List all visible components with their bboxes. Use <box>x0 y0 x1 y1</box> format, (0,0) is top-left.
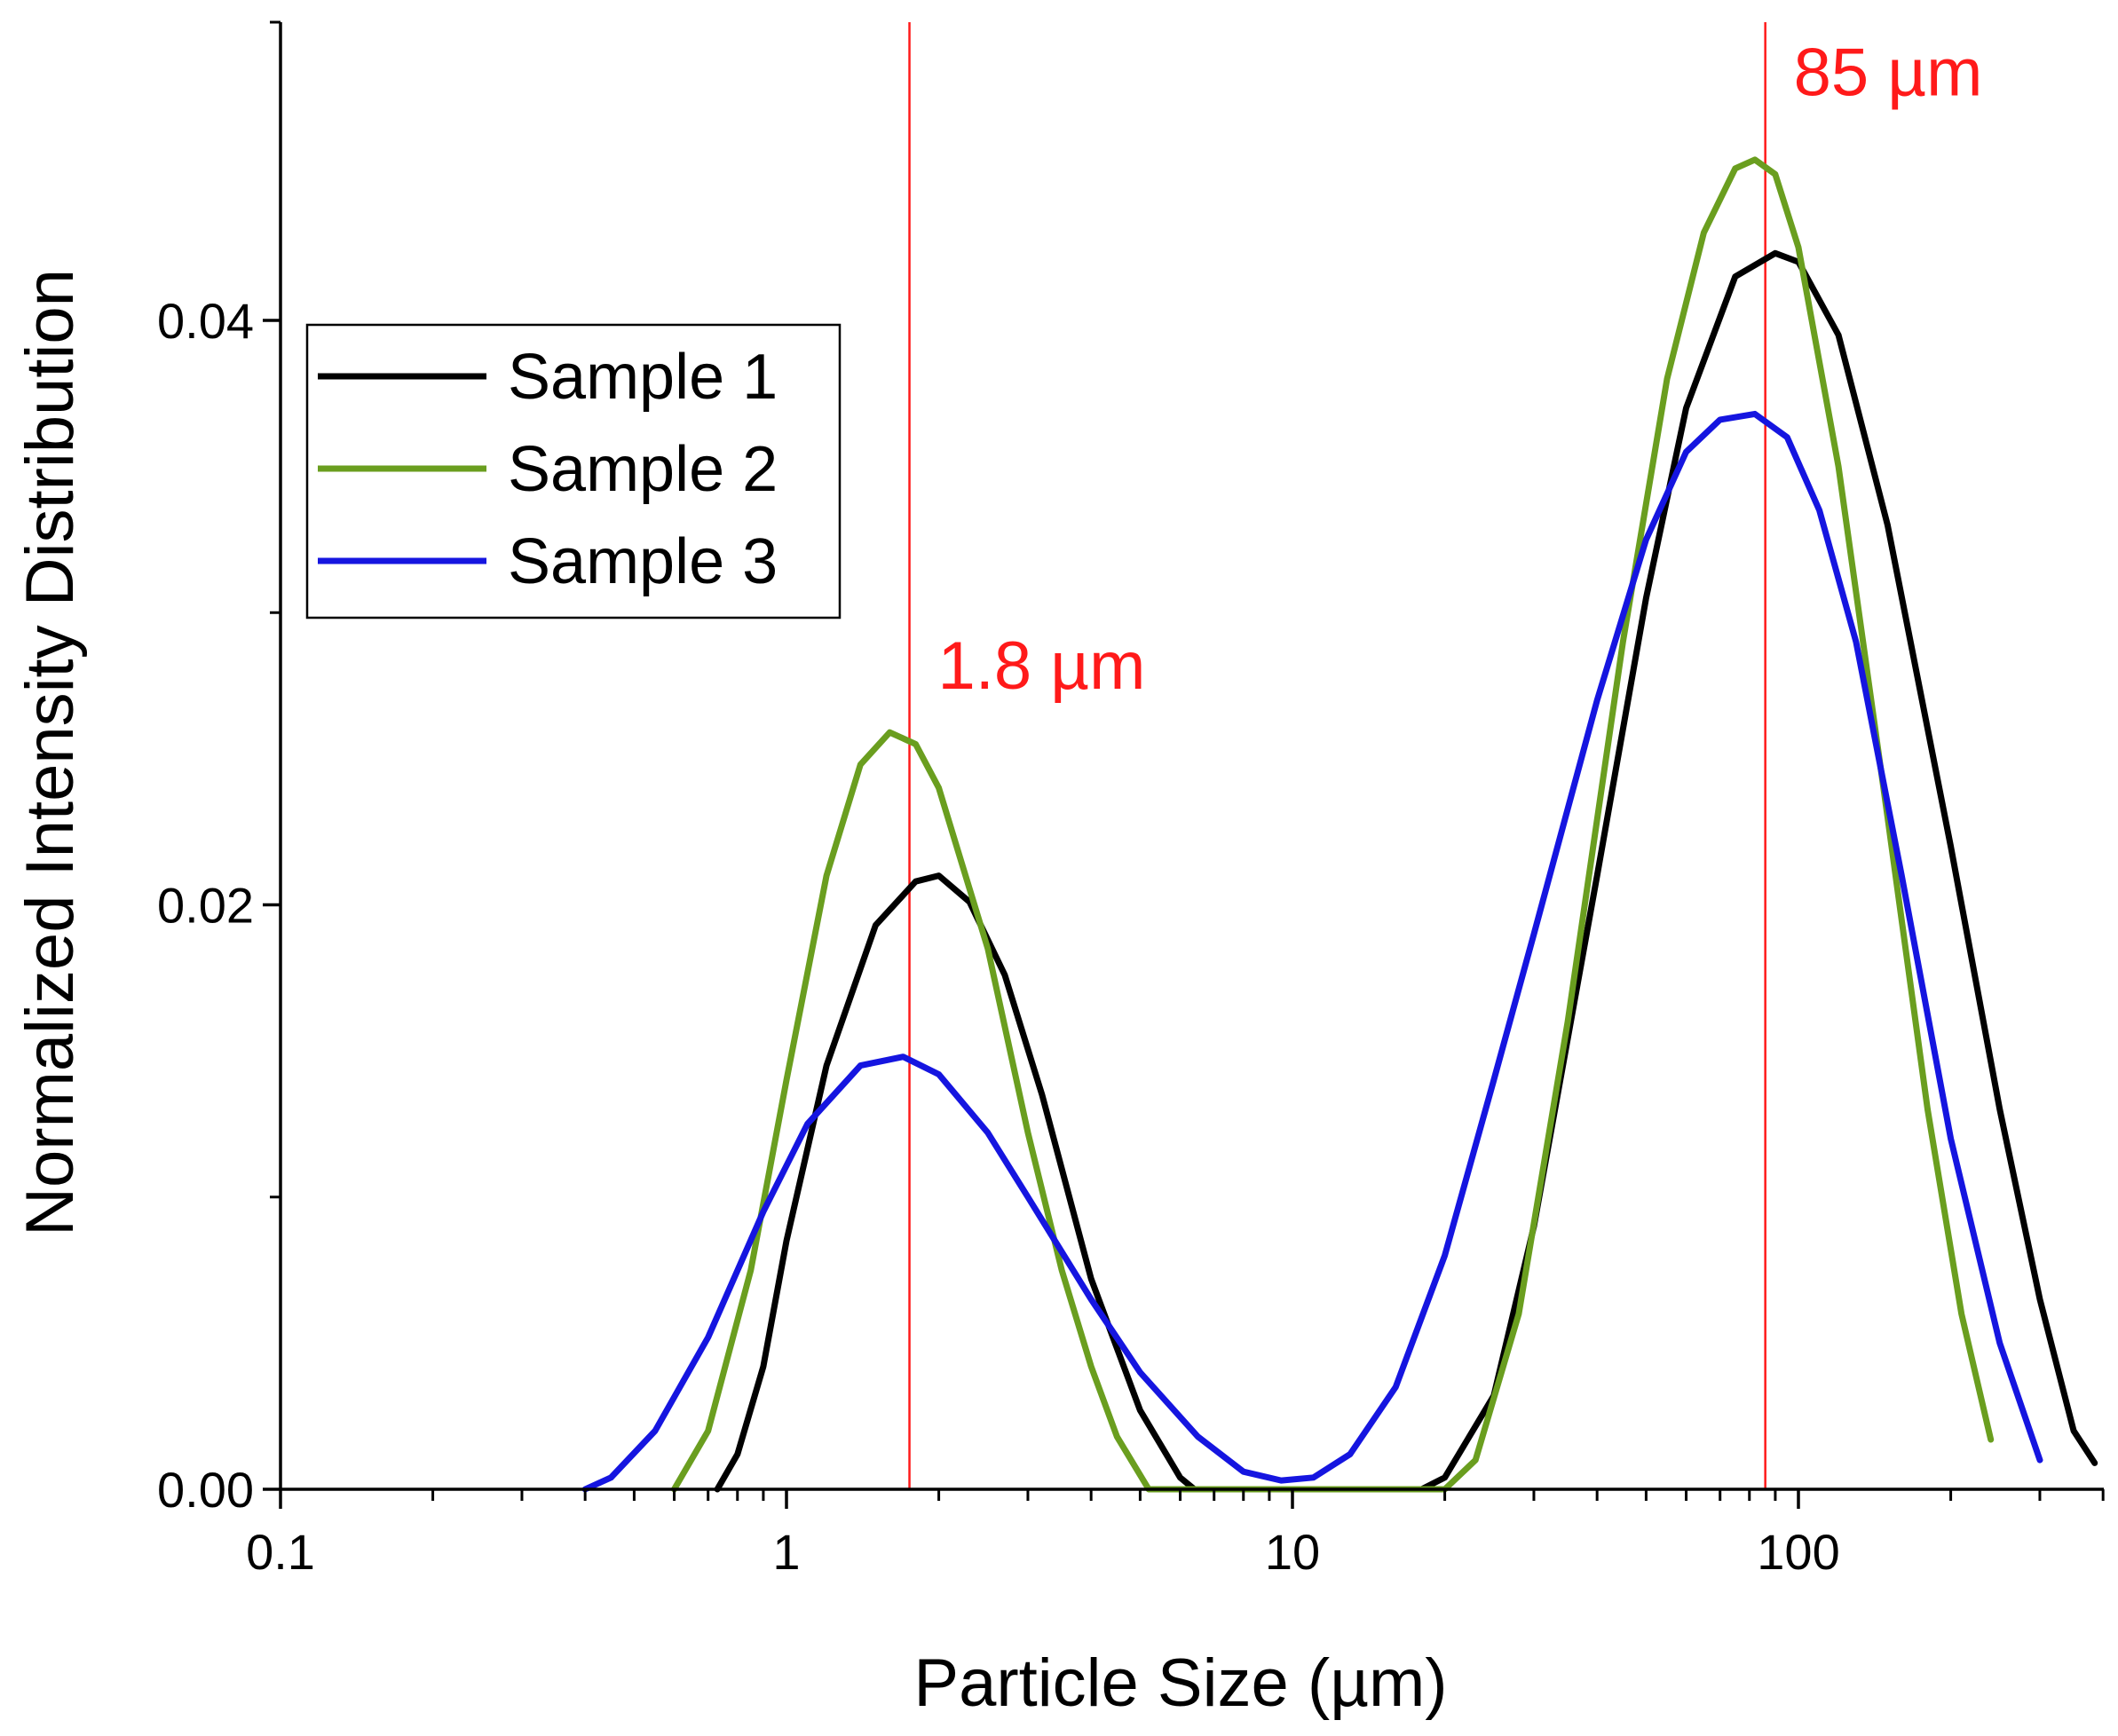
series-line-sample-3 <box>581 410 2043 1493</box>
series-line-sample-1 <box>714 249 2098 1493</box>
y-tick-label-1: 0.00 <box>157 1462 254 1518</box>
x-tick-label-2: 1 <box>772 1524 800 1580</box>
legend-label-sample-2: Sample 2 <box>508 434 778 505</box>
legend: Sample 1 Sample 2 Sample 3 <box>305 323 842 619</box>
reference-label-2: 85 µm <box>1794 35 1983 110</box>
x-tick-label-1: 0.1 <box>246 1524 315 1580</box>
reference-lines: 1.8 µm 85 µm <box>908 22 1983 1489</box>
x-axis-title: Particle Size (µm) <box>913 1645 1447 1721</box>
legend-label-sample-1: Sample 1 <box>508 342 778 413</box>
axes: 0.00 0.02 0.04 0.1 1 10 100 <box>157 20 2105 1580</box>
y-tick-label-3: 0.04 <box>157 293 254 349</box>
legend-label-sample-3: Sample 3 <box>508 526 778 597</box>
reference-label-1: 1.8 µm <box>938 628 1146 704</box>
y-tick-label-2: 0.02 <box>157 878 254 934</box>
x-tick-label-4: 100 <box>1757 1524 1839 1580</box>
x-tick-label-3: 10 <box>1265 1524 1320 1580</box>
y-axis-title: Normalized Intensity Distribution <box>12 269 88 1236</box>
